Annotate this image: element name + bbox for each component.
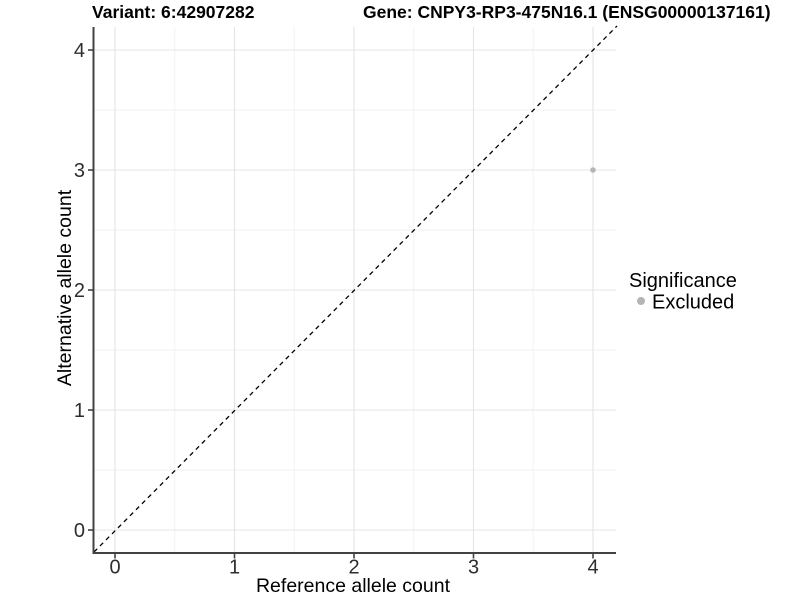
legend-excluded-marker-icon: [637, 297, 645, 305]
x-tick-label: 1: [229, 557, 240, 579]
x-tick-label: 3: [468, 557, 479, 579]
variant-title: Variant: 6:42907282: [92, 2, 255, 22]
legend-title: Significance: [629, 270, 737, 292]
gene-title: Gene: CNPY3-RP3-475N16.1 (ENSG0000013716…: [363, 2, 771, 22]
x-tick-label: 0: [109, 557, 120, 579]
y-tick-label: 4: [74, 40, 85, 62]
identity-reference-line: [93, 25, 618, 553]
tick-marks: [88, 49, 594, 559]
axis-lines: [92, 27, 616, 554]
y-tick-labels: 0 1 2 3 4: [74, 40, 85, 542]
major-gridlines: [93, 27, 616, 553]
y-tick-label: 0: [74, 520, 85, 542]
legend: Significance Excluded: [629, 270, 737, 314]
x-tick-label: 4: [587, 557, 598, 579]
y-tick-label: 1: [74, 400, 85, 422]
y-tick-label: 2: [74, 280, 85, 302]
y-axis-title: Alternative allele count: [54, 189, 76, 386]
data-point-excluded: [590, 167, 596, 173]
x-tick-labels: 0 1 2 3 4: [109, 557, 598, 579]
legend-excluded-label: Excluded: [652, 292, 734, 314]
x-tick-label: 2: [348, 557, 359, 579]
x-axis-title: Reference allele count: [256, 575, 451, 597]
y-tick-label: 3: [74, 160, 85, 182]
